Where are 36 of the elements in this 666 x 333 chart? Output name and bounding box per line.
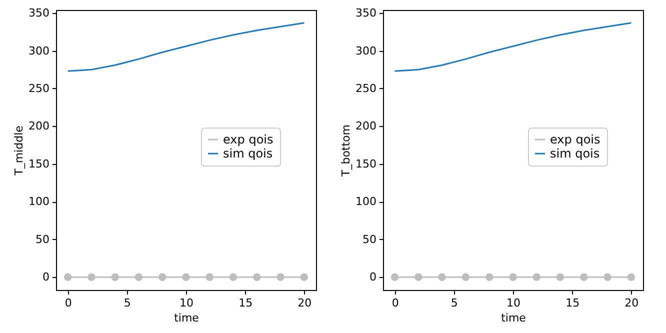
x-tick-label: 10: [180, 296, 194, 310]
x-tick-label: 0: [64, 296, 72, 310]
legend-label: exp qois: [223, 132, 274, 147]
x-axis-title: time: [501, 312, 526, 324]
y-tick-label: 50: [36, 232, 50, 246]
legend-label: exp qois: [550, 132, 600, 147]
x-axis-title: time: [174, 312, 200, 324]
y-tick-label: 0: [42, 270, 50, 284]
y-tick-label: 350: [356, 6, 376, 20]
y-tick-label: 100: [28, 195, 50, 208]
legend-label: sim qois: [550, 146, 600, 161]
x-tick-label: 20: [298, 296, 312, 310]
x-tick-label: 10: [506, 296, 520, 310]
y-tick-label: 300: [356, 44, 376, 58]
x-tick-label: 5: [450, 296, 458, 310]
y-tick-label: 0: [370, 270, 376, 284]
x-tick-label: 0: [392, 296, 399, 310]
y-tick-label: 250: [356, 82, 376, 95]
y-tick-label: 150: [28, 157, 50, 170]
x-tick-label: 20: [624, 296, 639, 310]
y-tick-label: 100: [356, 195, 376, 208]
x-tick-label: 15: [238, 296, 253, 310]
y-tick-label: 200: [28, 120, 50, 133]
y-tick-label: 50: [362, 232, 376, 246]
y-axis-title: T_bottom: [340, 124, 353, 178]
y-tick-label: 300: [28, 44, 50, 58]
line-series: [67, 22, 305, 72]
legend-label: sim qois: [223, 146, 273, 161]
y-tick-label: 250: [28, 82, 50, 95]
y-tick-label: 350: [28, 6, 50, 20]
y-tick-label: 200: [356, 120, 376, 133]
line-series: [394, 22, 632, 72]
y-axis-title: T_middle: [12, 125, 26, 176]
x-tick-label: 5: [124, 296, 131, 310]
x-tick-label: 15: [566, 296, 580, 310]
y-tick-label: 150: [356, 157, 376, 170]
